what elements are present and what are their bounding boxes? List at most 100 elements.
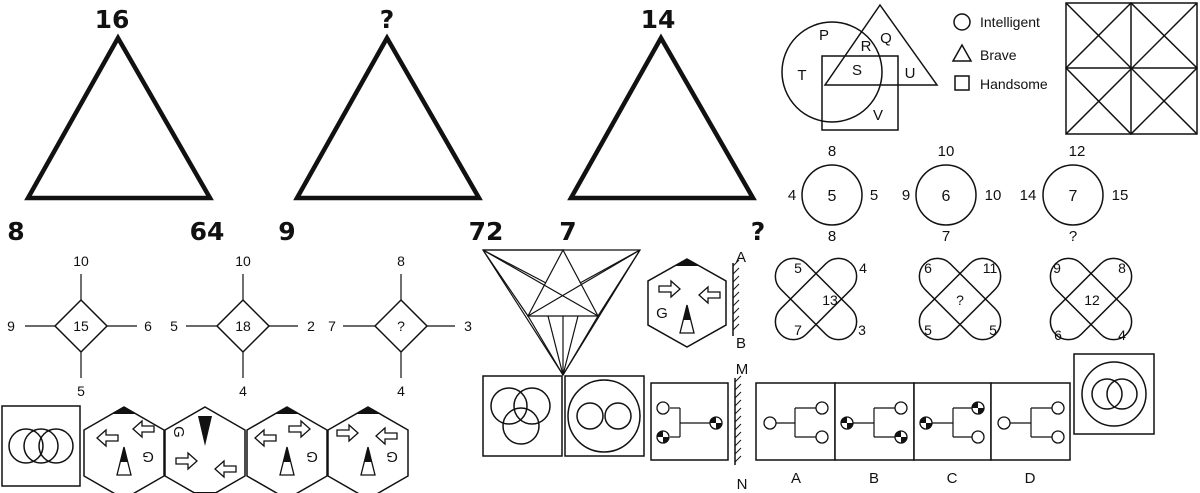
arrow-right-icon	[288, 419, 311, 439]
circle-1-center: 5	[828, 188, 837, 205]
arrow-right-icon	[175, 451, 198, 471]
cross-3-bl: 6	[1054, 327, 1062, 343]
cross-1-tr: 4	[859, 260, 867, 276]
triangle-2-left: 9	[278, 217, 295, 246]
arrow-right-icon	[658, 279, 681, 299]
hexagon-option-1: G	[83, 406, 165, 493]
option-c-circuit[interactable]	[919, 401, 985, 444]
mirror-ab: A B	[732, 249, 746, 352]
hexagon-top-marker	[675, 259, 699, 266]
arrow-left-icon	[254, 428, 277, 448]
circle-1-top: 8	[828, 143, 836, 160]
option-d-circuit[interactable]	[997, 401, 1065, 444]
cross-3-tl: 9	[1053, 260, 1061, 276]
cross-3-tr: 8	[1118, 260, 1126, 276]
diamond-1-bottom: 5	[77, 383, 85, 399]
legend-handsome: Handsome	[980, 76, 1048, 92]
option-label-d: D	[1025, 470, 1036, 487]
option-b-circuit[interactable]	[840, 401, 908, 444]
number-circle-2	[915, 164, 977, 226]
venn-square-handsome	[821, 55, 899, 131]
region-s: S	[852, 62, 862, 79]
hexagon-question-shape	[647, 258, 727, 348]
option-label-a: A	[791, 470, 801, 487]
legend-triangle-icon	[951, 43, 973, 62]
inner-triangle	[527, 248, 599, 317]
answer-options: A B C D	[755, 382, 1071, 487]
arrow-left-icon	[96, 428, 119, 448]
cross-1-tl: 5	[794, 260, 802, 276]
diamond-1	[53, 298, 109, 354]
circle-1-right: 5	[870, 187, 878, 204]
triangle-2	[293, 33, 483, 201]
region-q: Q	[880, 30, 892, 47]
square-diagonals-figure	[1064, 1, 1199, 136]
triangle-1-top: 16	[95, 5, 130, 34]
legend-square-icon	[954, 75, 970, 91]
diamond-3-bottom: 4	[397, 383, 405, 399]
triangle-3	[567, 33, 757, 201]
circle-2-center: 6	[942, 188, 951, 205]
outer-triangle	[481, 249, 642, 377]
region-r: R	[861, 38, 872, 55]
legend-intelligent: Intelligent	[980, 14, 1040, 30]
arrow-left-icon	[698, 285, 721, 305]
circuit-question-box	[650, 382, 729, 461]
diamond-1-right: 6	[144, 318, 152, 334]
diamond-3-left: 7	[328, 318, 336, 334]
triangle-3-left: 7	[559, 217, 576, 246]
option-label-c: C	[947, 470, 958, 487]
diamond-3-top: 8	[397, 253, 405, 269]
mirror-label-m: M	[736, 361, 749, 378]
triangle-3-right: ?	[751, 217, 766, 246]
mirror-label-n: N	[737, 476, 748, 493]
hexagon-option-4: G	[327, 406, 409, 493]
circle-2-top: 10	[938, 143, 955, 160]
cross-2-center: ?	[956, 292, 964, 308]
diamond-3-center: ?	[397, 318, 405, 334]
cross-2-tl: 6	[924, 260, 932, 276]
circle-2-left: 9	[902, 187, 910, 204]
cross-3-br: 4	[1118, 327, 1126, 343]
circle-2-right: 10	[985, 187, 1002, 204]
cross-puzzle: 5 4 13 7 3 6 11 ? 5 5 9 8 12 6 4	[774, 257, 1133, 343]
arrow-right-icon	[336, 423, 359, 443]
legend-circle-icon	[953, 13, 971, 31]
cross-2	[918, 257, 1002, 341]
hexagon-option-2: G	[164, 406, 246, 493]
option-label-b: B	[869, 470, 879, 487]
overlapping-circles-box	[1, 405, 81, 487]
diamond-3-right: 3	[464, 318, 472, 334]
cross-2-tr: 11	[983, 260, 998, 276]
number-circle-1	[801, 164, 863, 226]
cross-1	[774, 257, 858, 341]
hexagon-glyph: G	[386, 448, 398, 465]
circle-3-top: 12	[1069, 143, 1086, 160]
three-circles-box	[482, 375, 563, 457]
diamond-puzzle: 10 9 15 6 5 10 5 18 2 4 8 7 ? 3 4	[7, 253, 472, 399]
circle-1-left: 4	[788, 187, 796, 204]
cross-1-br: 3	[858, 322, 866, 338]
triangle-3-top: 14	[641, 5, 676, 34]
triangle-puzzle: 16 8 64 ? 9 72 14 7 ?	[7, 5, 765, 246]
hexagon-glyph: G	[142, 448, 154, 465]
diamond-2-right: 2	[307, 318, 315, 334]
circle-puzzle: 8 4 5 5 8 10 9 6 10 7 12 14 7 15 ?	[788, 143, 1129, 245]
region-v: V	[873, 107, 883, 124]
option-a-circuit[interactable]	[763, 401, 829, 444]
triangle-count-figure	[481, 248, 642, 377]
hexagon-glyph: G	[656, 305, 668, 322]
triangle-2-top: ?	[380, 5, 395, 34]
region-p: P	[819, 27, 829, 44]
circle-3-right: 15	[1112, 187, 1129, 204]
diagonal-2	[1065, 2, 1198, 135]
mirror-label-a: A	[736, 249, 746, 266]
circle-3-left: 14	[1020, 187, 1037, 204]
cross-2-bl: 5	[924, 322, 932, 338]
hexagon-question: G	[647, 258, 727, 348]
diamond-1-top: 10	[73, 253, 89, 269]
diamond-1-center: 15	[73, 318, 89, 334]
hexagon-glyph: G	[306, 448, 318, 465]
cross-3-center: 12	[1084, 292, 1100, 308]
